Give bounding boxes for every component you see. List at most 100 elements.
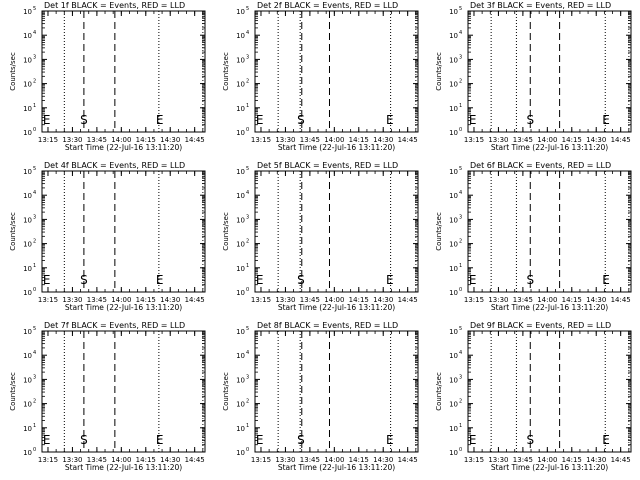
panel-title: Det 7f BLACK = Events, RED = LLD bbox=[44, 321, 185, 330]
y-tick-label: 10 bbox=[23, 241, 32, 249]
x-tick-label: 13:15 bbox=[38, 456, 58, 464]
y-tick-label: 10 bbox=[23, 401, 32, 409]
plot-frame bbox=[467, 330, 632, 453]
y-tick-exponent: 2 bbox=[246, 239, 249, 245]
x-tick-label: 14:15 bbox=[136, 296, 156, 304]
y-tick-label: 10 bbox=[236, 81, 245, 89]
y-tick-exponent: 3 bbox=[459, 54, 462, 60]
end-marker: E bbox=[43, 433, 51, 447]
x-tick-label: 13:30 bbox=[62, 136, 82, 144]
plot-frame bbox=[467, 170, 632, 293]
y-tick-label: 10 bbox=[236, 328, 245, 336]
x-tick-label: 13:30 bbox=[275, 456, 295, 464]
plot-frame bbox=[254, 330, 419, 453]
x-tick-label: 13:30 bbox=[275, 296, 295, 304]
y-tick-label: 10 bbox=[449, 265, 458, 273]
y-tick-label: 10 bbox=[23, 376, 32, 384]
y-tick-label: 10 bbox=[449, 129, 458, 137]
y-tick-exponent: 0 bbox=[459, 127, 462, 133]
start-marker: S bbox=[297, 433, 305, 447]
start-marker: S bbox=[526, 273, 534, 287]
x-tick-label: 14:45 bbox=[398, 136, 418, 144]
y-tick-label: 10 bbox=[449, 81, 458, 89]
y-tick-exponent: 5 bbox=[246, 6, 249, 12]
y-tick-exponent: 2 bbox=[246, 79, 249, 85]
y-tick-label: 10 bbox=[236, 216, 245, 224]
end-marker: E bbox=[156, 433, 164, 447]
x-axis-label: Start Time (22-Jul-16 13:11:20) bbox=[278, 303, 395, 312]
y-tick-label: 10 bbox=[236, 8, 245, 16]
x-tick-label: 14:45 bbox=[398, 296, 418, 304]
y-tick-label: 10 bbox=[236, 376, 245, 384]
end-marker: E bbox=[43, 273, 51, 287]
x-tick-label: 13:15 bbox=[464, 296, 484, 304]
y-tick-exponent: 2 bbox=[246, 399, 249, 405]
y-axis-label: Counts/sec bbox=[435, 52, 443, 91]
y-tick-exponent: 0 bbox=[33, 127, 36, 133]
x-tick-label: 14:00 bbox=[111, 456, 131, 464]
x-tick-label: 14:45 bbox=[185, 136, 205, 144]
x-tick-label: 14:45 bbox=[611, 296, 631, 304]
y-tick-exponent: 3 bbox=[33, 54, 36, 60]
y-tick-exponent: 2 bbox=[33, 399, 36, 405]
x-tick-label: 14:45 bbox=[611, 136, 631, 144]
x-tick-label: 14:15 bbox=[562, 136, 582, 144]
y-tick-exponent: 4 bbox=[246, 190, 249, 196]
x-tick-label: 13:45 bbox=[300, 136, 320, 144]
x-tick-label: 13:30 bbox=[62, 456, 82, 464]
x-tick-label: 14:45 bbox=[611, 456, 631, 464]
y-axis-label: Counts/sec bbox=[435, 212, 443, 251]
y-tick-label: 10 bbox=[236, 32, 245, 40]
y-tick-label: 10 bbox=[23, 81, 32, 89]
y-axis-label: Counts/sec bbox=[9, 52, 17, 91]
plot-frame bbox=[254, 10, 419, 133]
start-marker: S bbox=[526, 113, 534, 127]
end-marker: E bbox=[469, 113, 477, 127]
panel-title: Det 1f BLACK = Events, RED = LLD bbox=[44, 1, 185, 10]
plot-frame bbox=[41, 330, 206, 453]
y-tick-label: 10 bbox=[23, 352, 32, 360]
y-tick-label: 10 bbox=[449, 328, 458, 336]
y-tick-label: 10 bbox=[236, 265, 245, 273]
y-tick-exponent: 0 bbox=[459, 447, 462, 453]
y-tick-exponent: 2 bbox=[459, 399, 462, 405]
y-tick-exponent: 2 bbox=[459, 239, 462, 245]
y-tick-label: 10 bbox=[236, 352, 245, 360]
y-tick-exponent: 1 bbox=[246, 263, 249, 269]
y-tick-label: 10 bbox=[236, 192, 245, 200]
y-tick-label: 10 bbox=[449, 216, 458, 224]
x-tick-label: 14:15 bbox=[562, 296, 582, 304]
end-marker: E bbox=[602, 273, 610, 287]
x-tick-label: 13:30 bbox=[488, 456, 508, 464]
plot-frame bbox=[41, 170, 206, 293]
end-marker: E bbox=[386, 113, 394, 127]
y-tick-label: 10 bbox=[449, 352, 458, 360]
y-tick-exponent: 0 bbox=[246, 127, 249, 133]
x-tick-label: 13:15 bbox=[38, 136, 58, 144]
y-tick-label: 10 bbox=[236, 168, 245, 176]
x-tick-label: 13:45 bbox=[513, 456, 533, 464]
x-tick-label: 13:15 bbox=[251, 136, 271, 144]
y-tick-label: 10 bbox=[23, 265, 32, 273]
y-axis-label: Counts/sec bbox=[9, 372, 17, 411]
y-axis-label: Counts/sec bbox=[222, 52, 230, 91]
y-tick-exponent: 3 bbox=[459, 214, 462, 220]
start-marker: S bbox=[297, 113, 305, 127]
x-tick-label: 14:30 bbox=[160, 456, 180, 464]
y-tick-label: 10 bbox=[23, 328, 32, 336]
y-tick-exponent: 5 bbox=[33, 166, 36, 172]
y-tick-label: 10 bbox=[449, 401, 458, 409]
y-axis-label: Counts/sec bbox=[435, 372, 443, 411]
end-marker: E bbox=[156, 273, 164, 287]
y-tick-label: 10 bbox=[23, 192, 32, 200]
y-tick-label: 10 bbox=[449, 241, 458, 249]
y-tick-exponent: 4 bbox=[33, 350, 36, 356]
panel-title: Det 9f BLACK = Events, RED = LLD bbox=[470, 321, 611, 330]
panel-title: Det 3f BLACK = Events, RED = LLD bbox=[470, 1, 611, 10]
x-tick-label: 14:15 bbox=[136, 136, 156, 144]
y-tick-exponent: 0 bbox=[246, 287, 249, 293]
